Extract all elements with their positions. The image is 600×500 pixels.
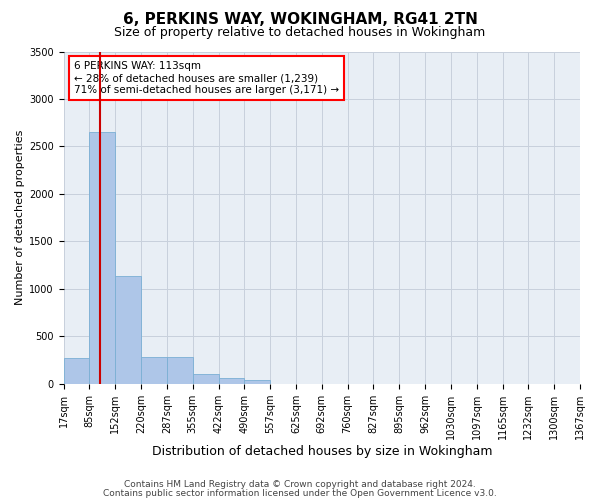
X-axis label: Distribution of detached houses by size in Wokingham: Distribution of detached houses by size … [152,444,492,458]
Text: Contains public sector information licensed under the Open Government Licence v3: Contains public sector information licen… [103,488,497,498]
Bar [115,276,141,384]
Bar [89,132,115,384]
Bar [218,378,244,384]
Text: 6 PERKINS WAY: 113sqm
← 28% of detached houses are smaller (1,239)
71% of semi-d: 6 PERKINS WAY: 113sqm ← 28% of detached … [74,62,339,94]
Text: Contains HM Land Registry data © Crown copyright and database right 2024.: Contains HM Land Registry data © Crown c… [124,480,476,489]
Bar [141,357,167,384]
Bar [193,374,218,384]
Bar [64,358,89,384]
Bar [244,380,270,384]
Bar [167,357,193,384]
Text: 6, PERKINS WAY, WOKINGHAM, RG41 2TN: 6, PERKINS WAY, WOKINGHAM, RG41 2TN [122,12,478,28]
Y-axis label: Number of detached properties: Number of detached properties [15,130,25,306]
Text: Size of property relative to detached houses in Wokingham: Size of property relative to detached ho… [115,26,485,39]
